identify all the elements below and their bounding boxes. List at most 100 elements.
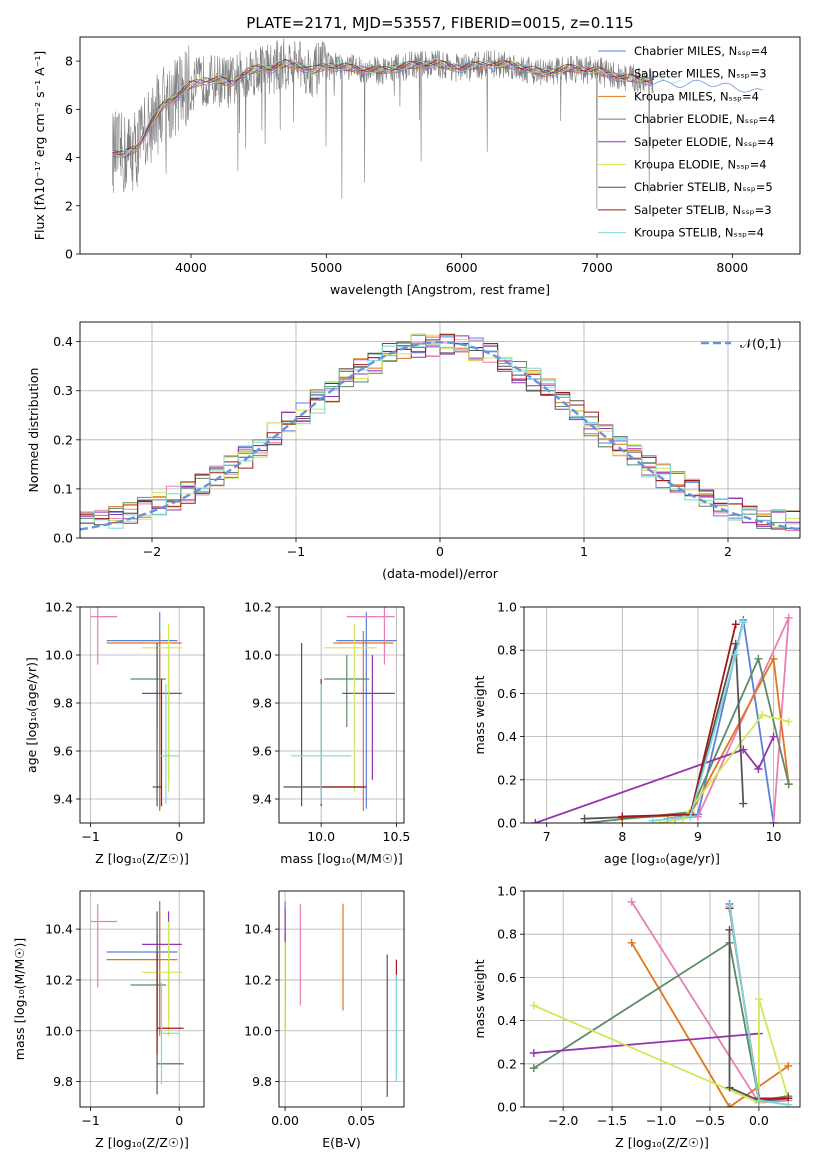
y-tick-label: 6 — [65, 102, 73, 117]
weight-line — [533, 1032, 759, 1054]
legend-entry: Chabrier ELODIE, Nₛₛₚ=4 — [634, 112, 775, 126]
y-tick-label: 0.2 — [497, 772, 517, 787]
x-axis-label: age [log₁₀(age/yr)] — [604, 851, 720, 866]
weight-marker — [784, 613, 793, 622]
panel-spectrum: 4000 5000 6000 7000 8000 0 2 4 6 8 wavelength [Ang… — [32, 36, 801, 297]
x-tick-label: 0.00 — [271, 1113, 299, 1128]
model-spectrum-line — [112, 59, 651, 153]
x-tick-label: 7 — [543, 829, 551, 844]
panel-e-b-v-vs-mass: 0.00 0.05 9.8 10.0 10.2 10.4 E(B-V) — [244, 890, 405, 1150]
y-tick-label: 10.4 — [244, 922, 272, 937]
legend: Chabrier MILES, Nₛₛₚ=4 Salpeter MILES, Nₛ… — [598, 44, 775, 240]
legend-entry: Kroupa ELODIE, Nₛₛₚ=4 — [634, 158, 767, 172]
weight-marker — [754, 654, 763, 663]
weight-line — [630, 942, 789, 1107]
weight-line — [659, 713, 789, 823]
weight-marker — [754, 765, 763, 773]
weight-line — [535, 736, 775, 823]
normal-curve — [80, 340, 800, 531]
panel-z-vs-age: −1 0 9.4 9.6 9.8 10.0 10.2 Z [log₁₀(Z/Z☉)] age [… — [24, 600, 205, 866]
model-spectrum-line — [112, 61, 651, 157]
axes-frame — [79, 890, 205, 1108]
y-tick-label: 9.8 — [53, 1074, 73, 1089]
x-tick-label: 8 — [618, 829, 626, 844]
weight-marker — [754, 995, 763, 1003]
axes-frame — [523, 890, 801, 1108]
model-spectrum-line — [112, 61, 651, 155]
legend-entry: 𝒩(0,1) — [740, 336, 782, 351]
panel-mass-vs-age: 10.0 10.5 9.4 9.6 9.8 10.0 10.2 mass [log₁₀(M/M… — [244, 600, 410, 867]
y-tick-label: 10.0 — [244, 1023, 272, 1038]
panel-z-mass-weights: −2.0 −1.5 −1.0 −0.5 0.0 0.0 0.2 0.4 0.6 0.8 1.0 Z [… — [472, 884, 801, 1150]
plot-area — [90, 607, 182, 811]
x-tick-label: −1 — [81, 829, 99, 844]
y-axis-label: mass [log₁₀(M/M☉)] — [12, 938, 27, 1060]
y-tick-label: 9.6 — [53, 744, 73, 759]
x-tick-label: −2 — [143, 544, 161, 559]
x-tick-label: 0 — [175, 1113, 183, 1128]
x-axis-label: (data-model)/error — [382, 566, 499, 581]
plot-area — [529, 897, 793, 1107]
weight-marker — [627, 938, 636, 947]
y-tick-label: 2 — [65, 198, 73, 213]
weight-marker — [769, 819, 778, 823]
plot-area — [90, 901, 184, 1095]
x-tick-label: 0.0 — [749, 1113, 769, 1128]
x-tick-label: −1.0 — [646, 1113, 676, 1128]
legend-entry: Salpeter ELODIE, Nₛₛₚ=4 — [634, 135, 774, 149]
x-tick-label: 6000 — [446, 260, 478, 275]
model-spectrum-line — [112, 58, 682, 152]
y-tick-label: 8 — [65, 54, 73, 69]
x-tick-label: 5000 — [310, 260, 342, 275]
axes-frame — [79, 36, 801, 255]
weight-marker — [580, 814, 589, 823]
weight-line — [584, 643, 745, 820]
weight-marker — [529, 1064, 538, 1073]
grid — [80, 891, 204, 1107]
weight-marker — [725, 1083, 734, 1092]
data-spectrum-line — [112, 38, 654, 210]
weight-marker — [725, 1103, 734, 1107]
weight-marker — [678, 814, 687, 823]
plot-area — [80, 333, 800, 531]
y-tick-label: 0.3 — [53, 383, 73, 398]
panel-age-mass-weights: 7 8 9 10 0.0 0.2 0.4 0.6 0.8 1.0 age [log₁₀(age/yr… — [472, 600, 801, 866]
x-tick-label: 0 — [175, 829, 183, 844]
figure-title: PLATE=2171, MJD=53557, FIBERID=0015, z=0… — [246, 14, 633, 32]
x-tick-label: 1 — [580, 544, 588, 559]
legend-entry: Chabrier MILES, Nₛₛₚ=4 — [634, 44, 768, 58]
y-axis-label: age [log₁₀(age/yr)] — [24, 657, 39, 773]
y-tick-label: 1.0 — [497, 884, 517, 899]
x-tick-label: 10.0 — [307, 829, 335, 844]
residual-histogram — [80, 342, 800, 530]
x-axis-label: E(B-V) — [322, 1135, 361, 1150]
y-tick-label: 9.8 — [252, 1074, 272, 1089]
y-tick-label: 1.0 — [497, 600, 517, 615]
y-tick-label: 0.8 — [497, 927, 517, 942]
y-tick-label: 9.4 — [53, 792, 73, 807]
residual-histogram — [80, 333, 800, 526]
x-tick-label: 0.05 — [347, 1113, 375, 1128]
y-tick-label: 9.4 — [252, 792, 272, 807]
grid — [279, 606, 404, 823]
legend-entry: Salpeter STELIB, Nₛₛₚ=3 — [634, 203, 772, 217]
x-tick-label: −1.5 — [597, 1113, 627, 1128]
y-tick-label: 0.0 — [497, 1100, 517, 1115]
grid — [279, 891, 404, 1107]
x-tick-label: 10 — [766, 829, 782, 844]
weight-marker — [769, 654, 778, 663]
weight-marker — [758, 711, 767, 719]
axes-frame — [278, 606, 405, 824]
weight-marker — [754, 1096, 763, 1105]
plot-area — [283, 607, 397, 811]
weight-marker — [739, 799, 748, 808]
x-tick-label: 0 — [436, 544, 444, 559]
x-axis-label: Z [log₁₀(Z/Z☉)] — [95, 851, 189, 866]
legend-entry: Kroupa STELIB, Nₛₛₚ=4 — [634, 226, 764, 240]
plot-area — [112, 38, 764, 210]
y-tick-label: 10.2 — [244, 972, 272, 987]
x-tick-label: −1 — [287, 544, 305, 559]
y-axis-label: mass weight — [472, 959, 487, 1038]
y-axis-label: mass weight — [472, 675, 487, 754]
x-tick-label: 7000 — [581, 260, 613, 275]
